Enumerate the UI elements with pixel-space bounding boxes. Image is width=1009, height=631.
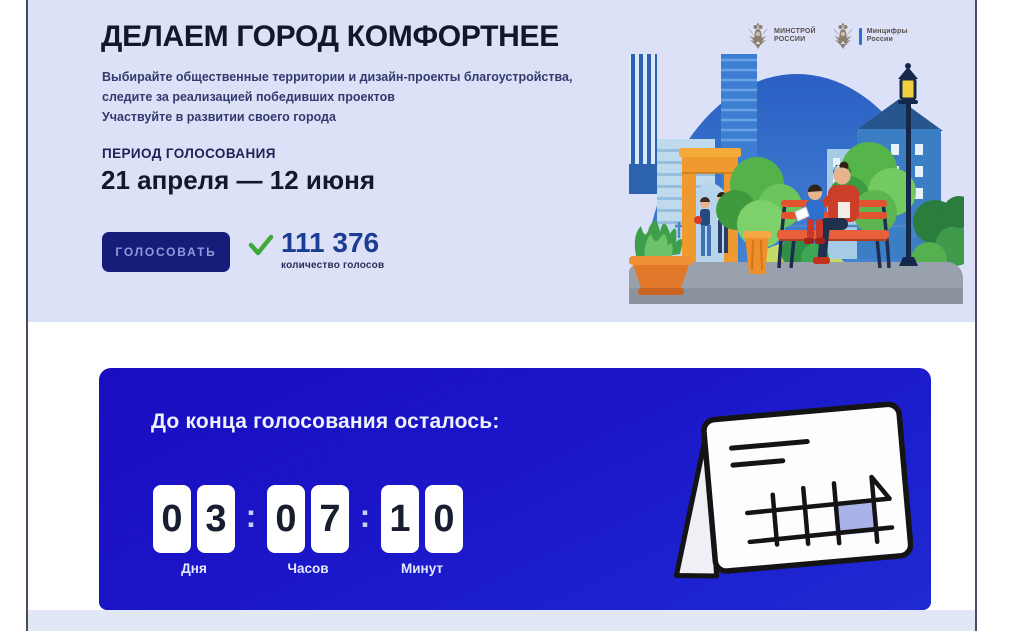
days-digit-2: 3 — [197, 485, 235, 553]
page-frame: ДЕЛАЕМ ГОРОД КОМФОРТНЕЕ Выбирайте общест… — [26, 0, 977, 631]
votes-count: 111 376 — [281, 227, 380, 258]
next-section-strip — [28, 610, 975, 631]
subtitle-line-2: следите за реализацией победивших проект… — [102, 90, 395, 104]
logo-text-line: Минцифры — [866, 27, 908, 35]
votes-counter: 111 376 количество голосов — [248, 228, 384, 271]
countdown-minutes-group: 1 0 Минут — [381, 485, 463, 576]
voting-period-dates: 21 апреля — 12 июня — [101, 165, 375, 195]
mintsifry-logo[interactable]: Минцифры России — [832, 22, 908, 50]
days-label: Дня — [181, 561, 207, 576]
countdown-timer: 0 3 Дня : 0 7 Часов : 1 — [153, 485, 463, 576]
subtitle-line-3: Участвуйте в развитии своего города — [102, 110, 336, 124]
days-digit-1: 0 — [153, 485, 191, 553]
colon-separator: : — [359, 497, 371, 534]
minutes-digit-1: 1 — [381, 485, 419, 553]
votes-caption: количество голосов — [281, 260, 385, 271]
minutes-label: Минут — [401, 561, 443, 576]
hours-label: Часов — [287, 561, 329, 576]
colon-separator: : — [245, 497, 257, 534]
ministry-logos: МИНСТРОЙ РОССИИ — [747, 22, 908, 50]
hours-digit-1: 0 — [267, 485, 305, 553]
check-icon — [248, 234, 274, 256]
calendar-icon — [673, 401, 913, 579]
logo-divider — [858, 27, 862, 45]
countdown-heading: До конца голосования осталось: — [151, 410, 500, 433]
countdown-days-group: 0 3 Дня — [153, 485, 235, 576]
hours-digit-2: 7 — [311, 485, 349, 553]
hero-section: ДЕЛАЕМ ГОРОД КОМФОРТНЕЕ Выбирайте общест… — [28, 0, 975, 322]
city-park-illustration: МИНСТРОЙ РОССИИ — [629, 8, 969, 314]
minstroy-logo[interactable]: МИНСТРОЙ РОССИИ — [747, 22, 816, 50]
park-scene-graphic — [629, 54, 964, 304]
subtitle-line-1: Выбирайте общественные территории и диза… — [102, 70, 573, 84]
eagle-emblem-icon — [748, 23, 768, 49]
countdown-card: До конца голосования осталось: 0 3 Дня :… — [99, 368, 931, 610]
eagle-emblem-icon — [832, 23, 853, 49]
hero-subtitle: Выбирайте общественные территории и диза… — [102, 67, 572, 127]
minutes-digit-2: 0 — [425, 485, 463, 553]
logo-text-line: РОССИИ — [774, 36, 806, 43]
countdown-hours-group: 0 7 Часов — [267, 485, 349, 576]
vote-button[interactable]: ГОЛОСОВАТЬ — [102, 232, 230, 272]
page-title: ДЕЛАЕМ ГОРОД КОМФОРТНЕЕ — [101, 20, 559, 53]
logo-text-line: России — [866, 36, 894, 43]
logo-text-line: МИНСТРОЙ — [774, 27, 816, 35]
voting-period-label: ПЕРИОД ГОЛОСОВАНИЯ — [102, 146, 276, 161]
